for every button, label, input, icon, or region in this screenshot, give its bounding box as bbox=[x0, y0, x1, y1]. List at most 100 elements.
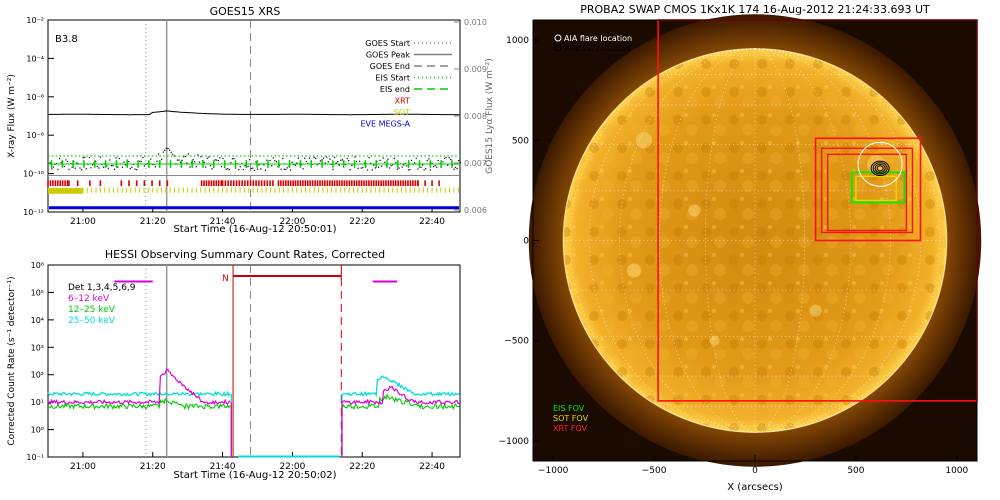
goes-short-point bbox=[51, 168, 53, 170]
goes-short-point bbox=[280, 168, 282, 170]
eis-dot bbox=[393, 155, 396, 157]
goes-short-point bbox=[258, 164, 260, 166]
eis-dot bbox=[297, 155, 300, 157]
hessi-y-tick-label: 10¹ bbox=[31, 398, 44, 407]
goes-class-label: B3.8 bbox=[55, 34, 78, 45]
goes-short-point bbox=[360, 167, 362, 169]
eis-dot bbox=[78, 155, 81, 157]
goes-short-point bbox=[407, 169, 410, 171]
eis-dot bbox=[401, 155, 403, 157]
swap-y-axis: 1000 500 0 −500 −1000 bbox=[499, 36, 539, 447]
goes-short-point bbox=[76, 162, 78, 164]
eis-dot bbox=[128, 155, 131, 157]
goes-short-point bbox=[220, 165, 223, 168]
goes-short-point bbox=[49, 162, 51, 164]
swap-title: PROBA2 SWAP CMOS 1Kx1K 174 16-Aug-2012 2… bbox=[580, 3, 930, 16]
goes-short-point bbox=[374, 167, 377, 169]
goes-y2-tick-label: 0.007 bbox=[464, 159, 487, 168]
goes-short-point bbox=[91, 164, 94, 166]
goes-short-point bbox=[338, 164, 340, 166]
eis-dot bbox=[424, 155, 426, 157]
goes-short-point bbox=[275, 161, 278, 163]
eis-dot bbox=[374, 155, 376, 157]
eis-dot bbox=[305, 155, 307, 157]
goes-legend-label: XRT bbox=[395, 97, 410, 106]
goes-short-point bbox=[362, 167, 364, 169]
goes-short-point bbox=[228, 168, 230, 171]
goes-short-point bbox=[263, 164, 265, 166]
goes-short-point bbox=[315, 157, 317, 160]
goes-short-point bbox=[376, 160, 378, 163]
aia-legend-icon bbox=[554, 34, 562, 42]
hessi-12-25kev-series-segment bbox=[47, 397, 231, 411]
swap-x-tick-label: −1000 bbox=[538, 466, 569, 476]
goes-short-point bbox=[231, 158, 234, 160]
hessi-y-tick-label: 10⁻¹ bbox=[26, 453, 44, 462]
eis-dot bbox=[435, 155, 438, 157]
goes-short-point bbox=[349, 169, 351, 171]
goes-short-point bbox=[58, 157, 61, 160]
hessi-6-12kev-series-segment bbox=[47, 368, 231, 406]
eis-dot bbox=[209, 155, 211, 157]
swap-fov-legend-label: EIS FOV bbox=[553, 404, 585, 413]
eis-dot bbox=[140, 155, 142, 157]
goes-legend-label: SOT bbox=[394, 108, 410, 117]
goes-short-channel-series bbox=[48, 147, 461, 171]
eis-dot bbox=[328, 155, 330, 157]
goes-short-point bbox=[319, 160, 322, 162]
goes-short-point bbox=[351, 164, 353, 167]
goes-short-point bbox=[242, 168, 245, 171]
goes-short-point bbox=[390, 165, 392, 167]
goes-short-point bbox=[234, 167, 237, 169]
goes-short-point bbox=[410, 159, 413, 161]
goes-short-point bbox=[233, 158, 235, 160]
goes-short-point bbox=[428, 158, 430, 160]
eis-dot bbox=[263, 155, 265, 157]
goes-short-point bbox=[121, 166, 124, 168]
goes-short-point bbox=[272, 157, 274, 159]
goes-short-point bbox=[442, 161, 444, 163]
eis-dot bbox=[439, 155, 442, 157]
goes-short-point bbox=[420, 166, 422, 168]
hessi-25-50kev-series bbox=[47, 375, 460, 457]
goes-short-point bbox=[172, 153, 174, 155]
longitude-line bbox=[658, 48, 756, 433]
goes-short-point bbox=[264, 169, 267, 171]
goes-short-point bbox=[181, 159, 183, 161]
goes-short-point bbox=[109, 159, 111, 161]
goes-short-point bbox=[445, 157, 447, 159]
eis-dot bbox=[247, 155, 250, 157]
eis-dot bbox=[455, 155, 457, 157]
goes-short-point bbox=[382, 157, 384, 159]
hessi-legend-label: 6–12 keV bbox=[68, 294, 110, 304]
goes-short-point bbox=[294, 164, 296, 166]
goes-short-point bbox=[370, 162, 372, 165]
eis-dot bbox=[236, 155, 238, 157]
goes-short-point bbox=[403, 164, 405, 166]
eis-dot bbox=[163, 155, 165, 157]
goes-y-axis: 10⁻² 10⁻⁴ 10⁻⁶ 10⁻⁸ 10⁻¹⁰ 10⁻¹² bbox=[23, 16, 54, 217]
goes-short-point bbox=[359, 160, 361, 162]
eis-dot bbox=[420, 155, 423, 157]
goes-short-point bbox=[123, 161, 125, 163]
eis-dot bbox=[63, 155, 65, 157]
goes-short-point bbox=[112, 165, 114, 167]
swap-y-tick-label: 500 bbox=[512, 136, 529, 146]
eis-dot bbox=[309, 155, 311, 157]
eis-dot bbox=[71, 155, 73, 157]
goes-x-tick-label: 21:40 bbox=[210, 217, 236, 227]
eis-dot bbox=[147, 155, 150, 157]
swap-fov-legend-label: XRT FOV bbox=[553, 424, 588, 433]
goes-short-point bbox=[459, 161, 461, 164]
goes-short-point bbox=[211, 168, 213, 170]
sot-fov-box bbox=[855, 175, 897, 202]
goes-short-point bbox=[115, 157, 117, 159]
goes-short-point bbox=[266, 159, 268, 161]
swap-x-tick-label: 500 bbox=[847, 466, 864, 476]
eis-dot bbox=[313, 155, 315, 157]
goes-short-point bbox=[107, 167, 109, 169]
goes-short-point bbox=[443, 157, 446, 160]
goes-x-tick-label: 22:00 bbox=[279, 217, 305, 227]
goes-short-point bbox=[167, 148, 169, 150]
eis-dot bbox=[213, 155, 215, 157]
